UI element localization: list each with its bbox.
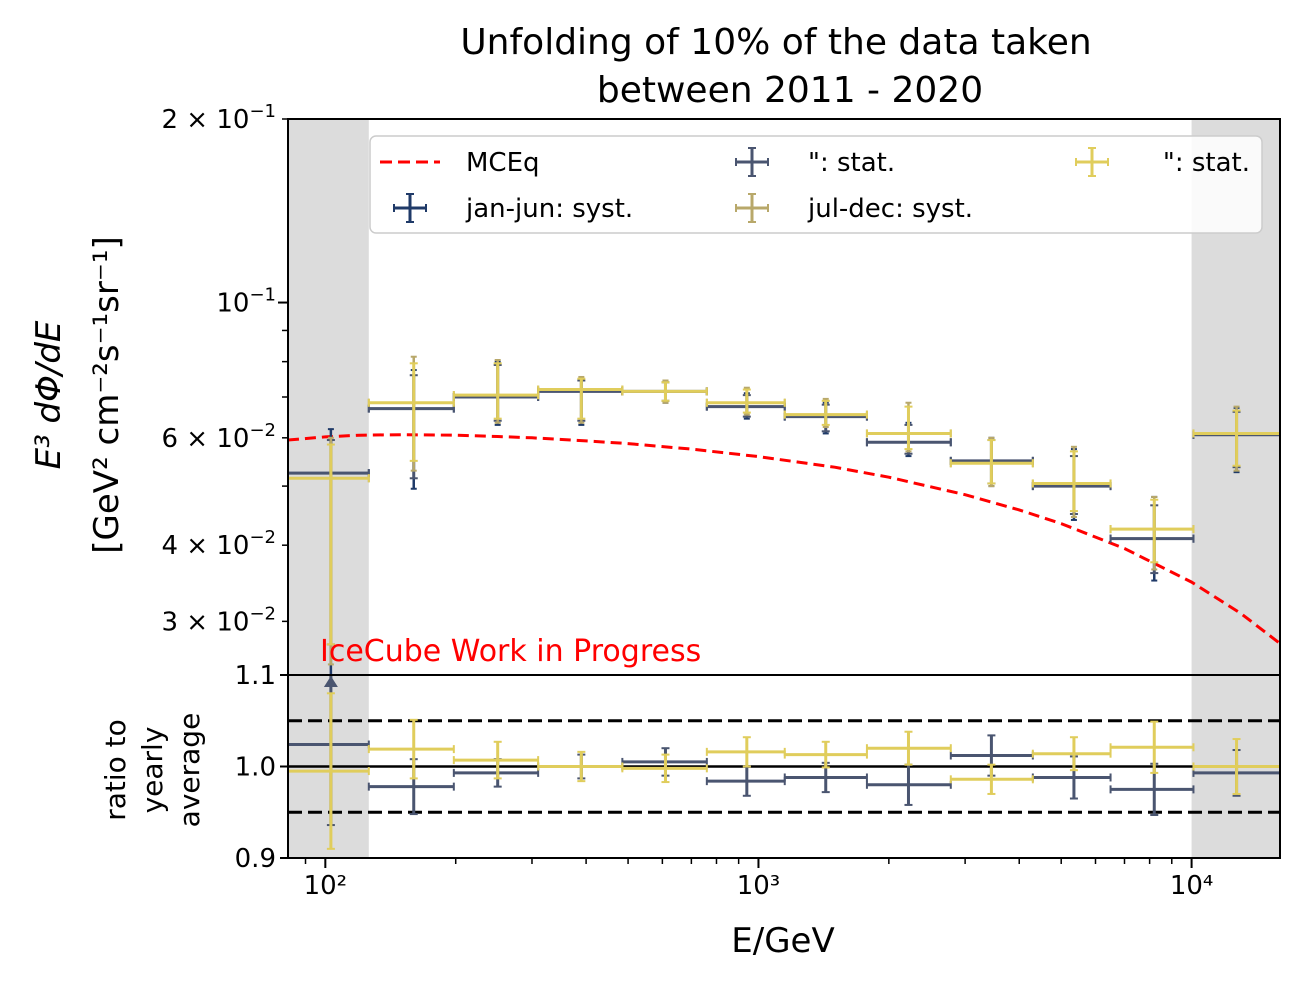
ratio-axis-label-line3: average: [173, 713, 206, 828]
jul-dec-stat-point: [865, 405, 952, 451]
jan-jun-stat-point: [452, 363, 540, 422]
legend-entry: jul-dec: syst.: [735, 193, 973, 224]
plot-layer: 10² 10³ 10⁴ 2 × 10−1 10−1 6 × 10−2 4 × 10−2 3 ×…: [162, 101, 1281, 901]
jan-jun-ratio-point: [865, 763, 952, 806]
legend-label: ": stat.: [808, 148, 895, 178]
jan-jun-ratio-point: [1031, 755, 1112, 800]
jul-dec-ratio-point: [1109, 720, 1195, 774]
jan-jun-syst-point: [452, 360, 540, 426]
jul-dec-ratio-point: [367, 718, 455, 780]
jul-dec-ratio-point: [865, 730, 952, 766]
legend-entry: jan-jun: syst.: [393, 193, 633, 224]
jan-jun-ratio-point: [783, 761, 868, 794]
jul-dec-stat-point: [537, 377, 624, 420]
jul-dec-stat-point: [367, 362, 455, 462]
jul-dec-stat-point: [287, 443, 370, 646]
jul-dec-stat-point: [1192, 409, 1281, 467]
jul-dec-stat-point: [705, 388, 786, 414]
y-tick-label: 10−1: [216, 285, 276, 319]
jul-dec-stat-point: [949, 439, 1034, 485]
jul-dec-stat-point: [1109, 498, 1195, 564]
jul-dec-ratio-point: [537, 750, 624, 783]
jul-dec-stat-point: [452, 362, 540, 420]
y-tick-label: 3 × 10−2: [162, 603, 277, 637]
watermark: IceCube Work in Progress: [320, 634, 701, 669]
ratio-y-tick-label: 0.9: [235, 844, 276, 874]
jul-dec-ratio-point: [1031, 736, 1112, 772]
legend-entry: MCEq: [380, 148, 540, 178]
shaded-region: [1191, 119, 1280, 858]
jan-jun-ratio-point: [705, 765, 786, 797]
x-tick-label: 10⁴: [1170, 871, 1214, 901]
chart-title-line1: Unfolding of 10% of the data taken: [460, 22, 1091, 63]
jul-dec-ratio-point: [783, 740, 868, 769]
shaded-region: [288, 119, 369, 858]
legend-label: ": stat.: [1163, 148, 1250, 178]
legend-label: jan-jun: syst.: [465, 194, 633, 224]
y-axis-label-line1: E³ dΦ/dE: [29, 320, 69, 469]
jul-dec-ratio-point: [705, 736, 786, 768]
jul-dec-stat-point: [783, 399, 868, 426]
jul-dec-stat-point: [1031, 450, 1112, 513]
y-axis-label-line2: [GeV² cm⁻²s⁻¹sr⁻¹]: [87, 236, 127, 553]
ratio-y-tick-label: 1.1: [235, 661, 276, 691]
x-tick-label: 10³: [737, 871, 781, 901]
y-tick-label: 2 × 10−1: [162, 101, 277, 135]
jul-dec-ratio-point: [287, 692, 370, 850]
mceq-model-curve: [288, 433, 1280, 645]
ratio-axis-label-line2: yearly: [136, 727, 169, 814]
jan-jun-stat-point: [367, 374, 455, 480]
legend-box: [369, 135, 1263, 234]
y-tick-label: 6 × 10−2: [162, 420, 277, 454]
legend-entry: ": stat.: [735, 147, 895, 178]
jul-dec-stat-point: [621, 381, 708, 402]
jan-jun-ratio-point: [1109, 762, 1195, 816]
jan-jun-ratio-point: [452, 758, 540, 788]
jul-dec-syst-point: [367, 355, 455, 472]
x-tick-label: 10²: [304, 871, 348, 901]
y-tick-label: 4 × 10−2: [162, 527, 277, 561]
x-axis-label: E/GeV: [731, 921, 834, 961]
chart-title-line2: between 2011 - 2020: [597, 70, 983, 111]
legend-entry: ": stat.: [1075, 147, 1250, 178]
legend-label: MCEq: [466, 148, 540, 178]
jul-dec-syst-point: [1109, 495, 1195, 571]
legend-label: jul-dec: syst.: [807, 194, 973, 224]
jul-dec-syst-point: [452, 358, 540, 424]
jul-dec-syst-point: [1031, 445, 1112, 518]
ratio-axis-label-line1: ratio to: [99, 719, 132, 821]
ratio-y-tick-label: 1.0: [235, 753, 276, 783]
jul-dec-ratio-point: [949, 763, 1034, 795]
jul-dec-ratio-point: [621, 753, 708, 784]
ratio-overflow-arrow: [323, 676, 338, 687]
jul-dec-ratio-point: [452, 740, 540, 780]
jan-jun-stat-point: [1031, 455, 1112, 516]
